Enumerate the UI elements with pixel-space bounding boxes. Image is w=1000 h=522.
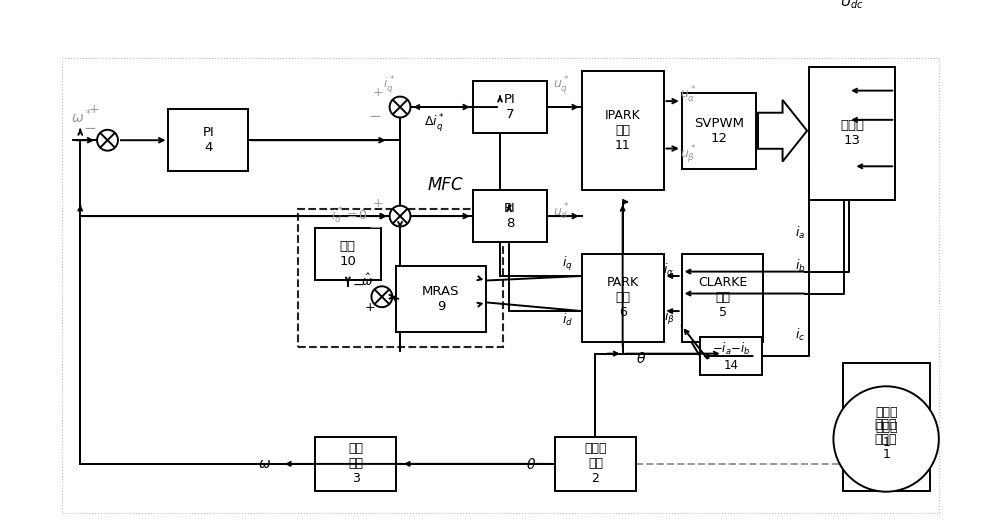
Circle shape: [833, 386, 939, 492]
Text: $i_q^*$: $i_q^*$: [383, 74, 395, 96]
Text: $-i_a$$-i_b$
14: $-i_a$$-i_b$ 14: [712, 340, 750, 372]
Text: $i_\beta$: $i_\beta$: [664, 309, 674, 327]
Text: 永磁同
步电机
1: 永磁同 步电机 1: [875, 418, 897, 460]
Bar: [168, 110, 248, 171]
Text: $i_\alpha$: $i_\alpha$: [663, 262, 674, 278]
Bar: [843, 363, 930, 491]
Text: 增益
10: 增益 10: [339, 240, 356, 268]
Text: $i_d^* = 0$: $i_d^* = 0$: [331, 206, 368, 226]
Bar: [473, 190, 547, 242]
Text: PI
7: PI 7: [504, 93, 516, 121]
Text: PARK
变换
6: PARK 变换 6: [607, 277, 639, 319]
Text: $\hat{\omega}$: $\hat{\omega}$: [361, 273, 373, 289]
Text: $u_\beta^*$: $u_\beta^*$: [680, 144, 696, 165]
Text: 转速
计算
3: 转速 计算 3: [348, 443, 363, 485]
Text: $\Delta i_q^*$: $\Delta i_q^*$: [424, 112, 445, 134]
Text: CLARKE
变换
5: CLARKE 变换 5: [698, 277, 747, 319]
Text: $u_q^*$: $u_q^*$: [553, 74, 569, 96]
Text: IPARK
变换
11: IPARK 变换 11: [605, 109, 641, 152]
Text: PI
8: PI 8: [504, 202, 516, 230]
Text: MRAS
9: MRAS 9: [422, 285, 460, 313]
Bar: [555, 436, 636, 491]
Text: $+$: $+$: [372, 86, 383, 99]
Bar: [682, 93, 756, 169]
Bar: [582, 254, 664, 342]
Bar: [396, 266, 486, 333]
Bar: [809, 67, 895, 199]
Text: $-$: $-$: [83, 121, 96, 135]
Text: $\theta$: $\theta$: [636, 351, 646, 366]
Text: $+$: $+$: [88, 103, 100, 116]
Text: $\omega^*$: $\omega^*$: [71, 107, 92, 126]
Bar: [582, 72, 664, 190]
Text: 永磁同
步电机
1: 永磁同 步电机 1: [875, 406, 898, 448]
Text: $i_a$: $i_a$: [795, 224, 805, 241]
Text: $U_{dc}$: $U_{dc}$: [840, 0, 864, 11]
Text: $u_\alpha^*$: $u_\alpha^*$: [680, 85, 696, 105]
Text: $+$: $+$: [372, 197, 383, 210]
Text: $\theta$: $\theta$: [526, 457, 536, 472]
Polygon shape: [758, 100, 807, 162]
Circle shape: [390, 206, 410, 227]
Text: $-$: $-$: [368, 108, 381, 122]
Circle shape: [371, 286, 392, 307]
Text: $u_d^*$: $u_d^*$: [553, 202, 569, 222]
Circle shape: [390, 97, 410, 117]
Text: $+$: $+$: [364, 301, 375, 314]
Text: $i_d$: $i_d$: [562, 312, 573, 328]
Text: $\omega$: $\omega$: [258, 457, 271, 471]
Text: $i_q$: $i_q$: [562, 255, 573, 272]
Text: $i_c$: $i_c$: [795, 327, 805, 343]
Text: 逆变器
13: 逆变器 13: [840, 119, 864, 147]
Text: $-$: $-$: [352, 277, 364, 291]
Text: $i_b$: $i_b$: [795, 258, 805, 274]
Bar: [298, 209, 503, 347]
Circle shape: [97, 130, 118, 151]
Bar: [315, 436, 396, 491]
Bar: [700, 337, 762, 375]
Text: PI
4: PI 4: [202, 126, 214, 154]
Text: MFC: MFC: [428, 176, 463, 194]
Bar: [315, 228, 381, 280]
Bar: [682, 254, 763, 342]
Text: $-$: $-$: [368, 219, 381, 233]
Text: SVPWM
12: SVPWM 12: [694, 117, 744, 145]
Text: 位置传
感器
2: 位置传 感器 2: [584, 443, 607, 485]
Bar: [473, 81, 547, 133]
